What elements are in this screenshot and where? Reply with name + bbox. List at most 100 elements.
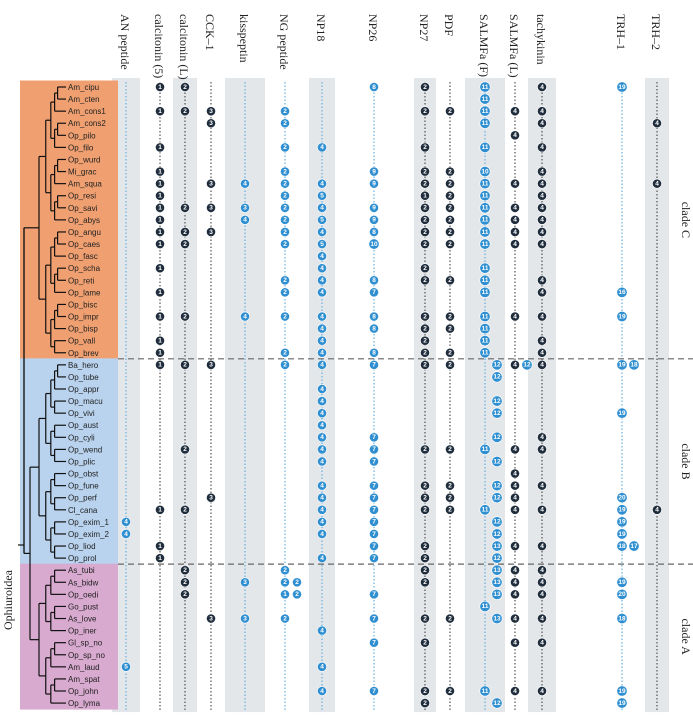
peptide-badge: 2 [445,214,455,225]
badge-label: 12 [493,410,501,417]
badge-label: 2 [183,229,187,236]
taxon-label: Op_lyma [68,699,101,708]
badge-circle [537,82,547,92]
badge-circle [510,214,520,225]
badge-circle [280,202,290,213]
peptide-badge: 2 [280,227,290,237]
badge-label: 8 [372,84,376,91]
badge-label: 2 [423,241,427,248]
badge-label: 19 [618,519,626,526]
badge-label: 2 [448,350,452,357]
badge-label: 4 [540,108,544,115]
badge-label: 2 [183,446,187,453]
badge-label: 2 [183,579,187,586]
badge-label: 4 [320,277,324,284]
badge-circle [510,637,520,648]
badge-label: 3 [209,362,213,369]
peptide-badge: 4 [537,541,547,551]
badge-label: 2 [183,591,187,598]
badge-circle [180,311,190,322]
peptide-badge: 2 [280,275,290,286]
badge-label: 4 [540,507,544,514]
badge-label: 19 [618,410,626,417]
peptide-badge: 1 [155,190,165,201]
badge-circle [180,202,190,213]
badge-label: 4 [513,470,517,477]
peptide-badge: 2 [420,553,430,564]
peptide-badge: 2 [420,202,430,213]
peptide-badge: 4 [510,589,520,600]
badge-label: 4 [540,688,544,695]
badge-circle [537,686,547,696]
badge-label: 2 [423,482,427,489]
peptide-badge: 9 [369,202,379,213]
clade-background [20,563,118,710]
taxon-label: Op_filo [68,143,94,152]
taxon-label: Cl_cana [68,506,98,515]
peptide-badge: 2 [420,214,430,225]
badge-label: 11 [482,120,489,127]
badge-label: 4 [540,482,544,489]
badge-circle [537,202,547,213]
badge-circle [369,553,379,564]
peptide-badge: 4 [317,408,327,419]
badge-circle [491,564,503,576]
clade-backgrounds [20,80,118,710]
column-header: TRH–2 [649,14,663,50]
badge-label: 4 [513,543,517,550]
badge-label: 4 [513,579,517,586]
peptide-badge: 2 [420,275,430,286]
peptide-badge: 4 [317,661,327,672]
badge-label: 10 [481,168,489,175]
badge-circle [317,323,327,334]
badge-circle [317,553,327,564]
badge-circle [280,359,290,370]
badge-circle [369,166,379,177]
badge-circle [180,504,190,515]
badge-circle [537,335,547,346]
badge-label: 9 [372,168,376,175]
peptide-badge: 4 [537,142,547,153]
peptide-badge-variant: 17 [628,540,640,552]
badge-circle [180,106,190,117]
peptide-badge: 1 [280,589,290,600]
badge-label: 4 [540,168,544,175]
badge-circle [240,613,250,624]
badge-circle [292,577,302,588]
badge-circle [317,239,327,249]
badge-circle [420,142,430,153]
badge-label: 4 [513,132,517,139]
badge-circle [240,214,250,225]
badge-circle [280,239,290,249]
peptide-badge: 19 [616,311,628,323]
peptide-badge: 4 [510,214,520,225]
badge-circle [491,516,503,528]
badge-label: 2 [423,350,427,357]
badge-circle [280,565,290,576]
peptide-badge: 4 [537,311,547,322]
badge-label: 4 [655,507,659,514]
badge-label: 11 [482,241,489,248]
badge-circle [369,178,379,189]
badge-label: 2 [283,362,287,369]
peptide-badge: 2 [445,347,455,358]
badge-label: 7 [372,591,376,598]
peptide-badge: 2 [445,492,455,503]
badge-label: 4 [540,84,544,91]
badge-circle [180,227,190,237]
badge-circle [445,166,455,177]
badge-label: 4 [320,253,324,260]
badge-label: 2 [283,615,287,622]
badge-label: 4 [243,313,247,320]
badge-circle [491,371,503,383]
peptide-badge-variant: 13 [491,576,503,588]
badge-label: 11 [482,265,489,272]
badge-label: 1 [158,205,162,212]
badge-label: 8 [372,229,376,236]
badge-label: 2 [448,229,452,236]
peptide-badge: 4 [317,492,327,503]
badge-circle [616,407,628,419]
badge-circle [180,565,190,576]
peptide-badge: 19 [616,516,628,528]
peptide-badge: 11 [479,226,491,238]
